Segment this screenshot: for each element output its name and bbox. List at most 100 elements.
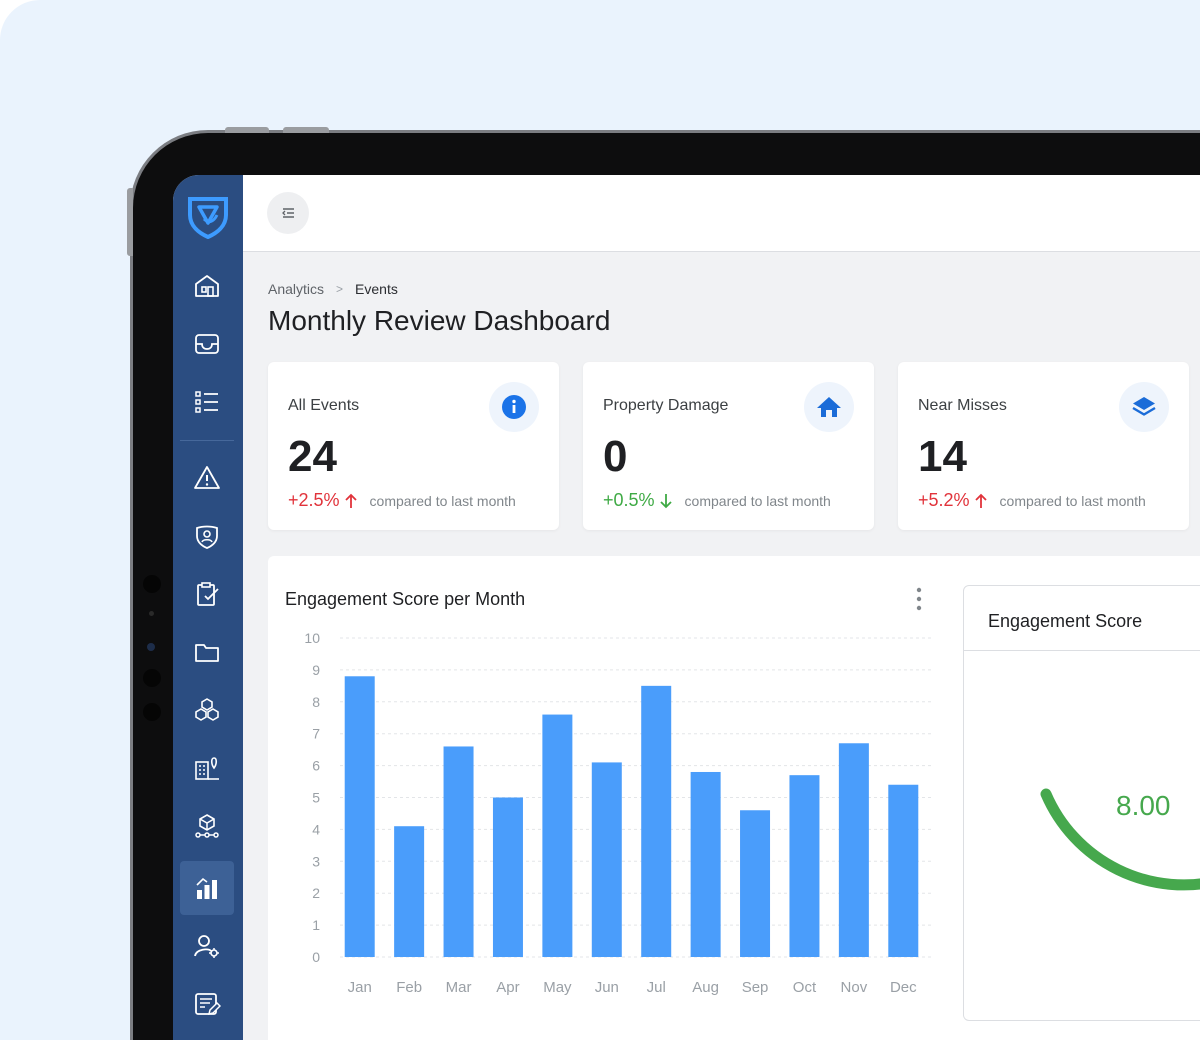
report-edit-icon xyxy=(195,993,221,1016)
camera-dot xyxy=(143,703,161,721)
chevron-right-icon: > xyxy=(336,282,344,296)
device-button xyxy=(225,127,269,133)
stat-caption: compared to last month xyxy=(684,492,831,509)
home-icon xyxy=(804,382,854,432)
stat-label: All Events xyxy=(288,397,360,414)
package-network-icon xyxy=(195,814,219,838)
shield-user-icon xyxy=(196,525,218,549)
sidebar-item-analytics[interactable] xyxy=(180,861,234,915)
y-tick-label: 0 xyxy=(312,949,320,965)
engagement-score-title: Engagement Score xyxy=(964,586,1200,651)
chart-title: Engagement Score per Month xyxy=(285,589,526,609)
y-tick-label: 6 xyxy=(312,758,320,774)
sidebar-item-checklists[interactable] xyxy=(180,567,234,621)
logo-icon xyxy=(188,197,228,239)
chart-panel: Engagement Score per Month 0 1 2 3 4 5 6 7 8 9 10 J… xyxy=(268,556,1200,1040)
sidebar-item-safety[interactable] xyxy=(180,509,234,563)
sidebar-item-locations[interactable] xyxy=(180,741,234,795)
x-tick-label: Jun xyxy=(595,979,619,996)
bar-aug[interactable] xyxy=(690,771,721,957)
app-screen: Analytics > Events Monthly Review Dashbo… xyxy=(173,175,1200,1040)
x-tick-label: Nov xyxy=(841,979,868,996)
topbar xyxy=(243,175,1200,252)
x-tick-label: Apr xyxy=(496,979,519,996)
stat-comparison: +2.5% compared to last month xyxy=(288,490,516,511)
inbox-icon xyxy=(195,334,219,354)
bar-nov[interactable] xyxy=(838,743,869,957)
stat-card-all-events[interactable]: All Events 24 +2.5% compared to last mon… xyxy=(268,362,559,530)
sidebar xyxy=(173,175,243,1040)
stat-caption: compared to last month xyxy=(999,492,1146,509)
sidebar-item-supply[interactable] xyxy=(180,799,234,853)
bar-may[interactable] xyxy=(542,714,573,957)
bar-dec[interactable] xyxy=(888,784,919,957)
building-location-icon xyxy=(195,757,219,780)
device-button xyxy=(127,188,133,256)
breadcrumb-events: Events xyxy=(355,281,398,297)
bar-oct[interactable] xyxy=(789,775,820,957)
warning-icon xyxy=(194,466,220,489)
x-tick-label: Jan xyxy=(348,979,372,996)
sidebar-item-reports[interactable] xyxy=(180,977,234,1031)
bar-apr[interactable] xyxy=(492,797,523,958)
y-tick-label: 2 xyxy=(312,885,320,901)
x-tick-label: Jul xyxy=(647,979,666,996)
y-tick-label: 4 xyxy=(312,821,320,837)
bar-sep[interactable] xyxy=(740,810,771,957)
x-tick-label: Aug xyxy=(692,979,719,996)
bar-jun[interactable] xyxy=(591,762,622,957)
x-tick-label: Mar xyxy=(446,979,472,996)
x-tick-label: Dec xyxy=(890,979,917,996)
stat-value: 24 xyxy=(288,432,337,481)
bar-jul[interactable] xyxy=(641,685,672,957)
collapse-menu-button[interactable] xyxy=(267,192,309,234)
x-tick-label: Oct xyxy=(793,979,817,996)
engagement-gauge xyxy=(1040,788,1200,891)
bar-mar[interactable] xyxy=(443,746,474,957)
stat-delta: +2.5% xyxy=(288,490,340,510)
camera-dot xyxy=(143,575,161,593)
stat-comparison: +0.5% compared to last month xyxy=(603,490,831,511)
sidebar-item-incidents[interactable] xyxy=(180,451,234,505)
more-options-icon[interactable] xyxy=(914,586,924,612)
stat-card-property-damage[interactable]: Property Damage 0 +0.5% compared to last… xyxy=(583,362,874,530)
boxes-icon xyxy=(195,698,219,721)
x-tick-label: May xyxy=(543,979,572,996)
sidebar-item-home[interactable] xyxy=(180,259,234,313)
sidebar-item-documents[interactable] xyxy=(180,625,234,679)
info-icon xyxy=(489,382,539,432)
y-tick-label: 3 xyxy=(312,853,320,869)
stat-caption: compared to last month xyxy=(369,492,516,509)
sidebar-item-inbox[interactable] xyxy=(180,317,234,371)
menu-collapse-icon xyxy=(282,208,294,218)
engagement-score-card: Engagement Score 8.00 xyxy=(963,585,1200,1021)
gauge-arc xyxy=(1040,788,1200,891)
stat-comparison: +5.2% compared to last month xyxy=(918,490,1146,511)
stat-value: 0 xyxy=(603,432,628,481)
stat-delta: +0.5% xyxy=(603,490,655,510)
sidebar-item-users[interactable] xyxy=(180,919,234,973)
y-tick-label: 5 xyxy=(312,790,320,806)
bar-jan[interactable] xyxy=(344,676,375,957)
stat-label: Property Damage xyxy=(603,397,729,414)
y-tick-label: 10 xyxy=(304,630,320,646)
arrow-up-icon xyxy=(974,493,987,508)
list-icon xyxy=(195,391,218,413)
clipboard-check-icon xyxy=(197,582,219,606)
device-button xyxy=(283,127,329,133)
camera-dot xyxy=(149,611,154,616)
user-settings-icon xyxy=(194,935,219,958)
page-title: Monthly Review Dashboard xyxy=(268,305,611,336)
folder-icon xyxy=(195,644,219,662)
y-tick-label: 7 xyxy=(312,726,320,742)
stat-card-near-misses[interactable]: Near Misses 14 +5.2% compared to last mo… xyxy=(898,362,1189,530)
home-icon xyxy=(195,275,219,297)
arrow-up-icon xyxy=(344,493,357,508)
arrow-down-icon xyxy=(659,493,672,508)
engagement-score-value: 8.00 xyxy=(1116,790,1171,821)
bar-feb[interactable] xyxy=(394,826,425,957)
breadcrumb: Analytics > Events xyxy=(268,281,398,297)
sidebar-item-assets[interactable] xyxy=(180,683,234,737)
breadcrumb-analytics[interactable]: Analytics xyxy=(268,281,325,297)
sidebar-item-list[interactable] xyxy=(180,375,234,429)
